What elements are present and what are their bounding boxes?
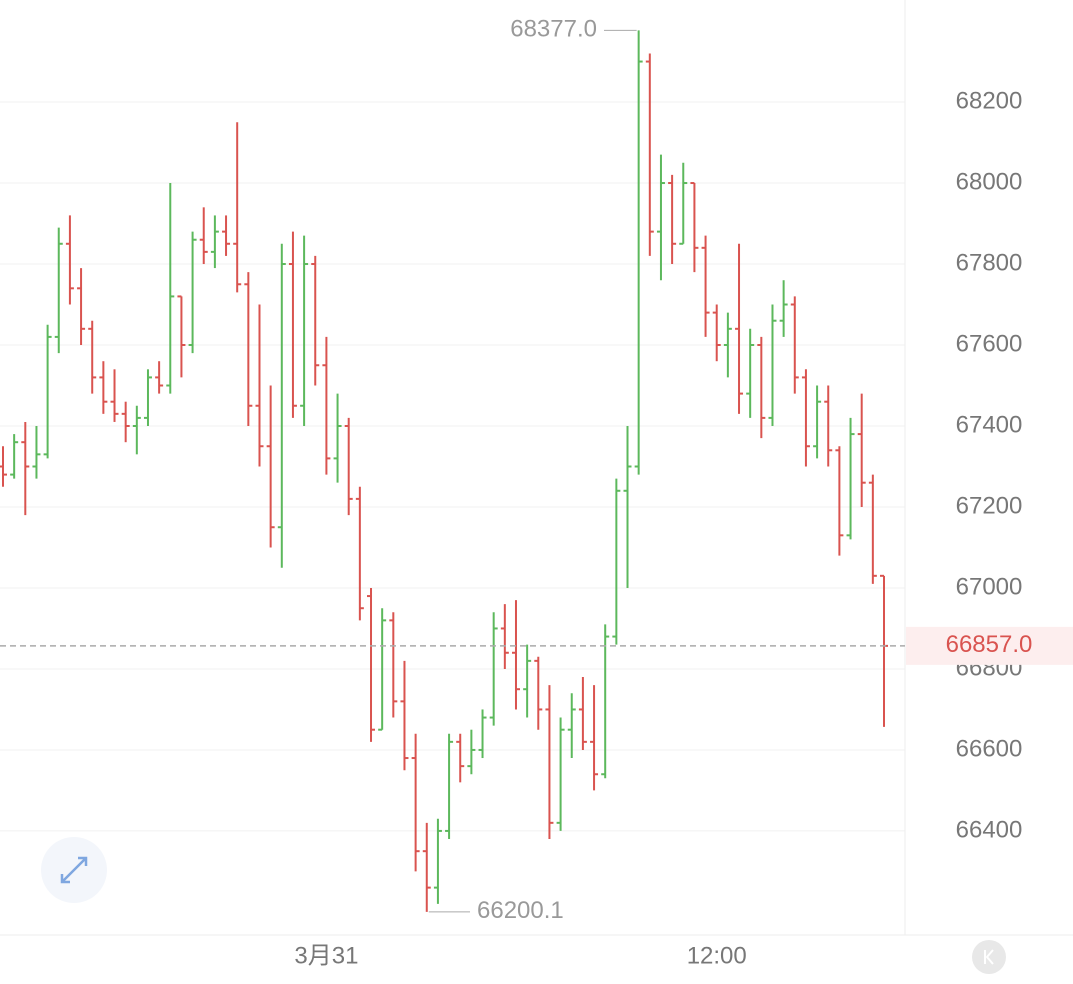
expand-icon [60,856,88,884]
scroll-bg[interactable] [972,940,1006,974]
y-tick-label: 66400 [956,816,1023,843]
min-label: 66200.1 [477,897,564,924]
y-tick-label: 67600 [956,330,1023,357]
y-tick-label: 67800 [956,249,1023,276]
last-price-bg [906,626,1073,665]
last-price-label: 66857.0 [946,631,1033,658]
x-tick-label: 12:00 [687,942,747,969]
expand-button[interactable] [41,837,107,903]
y-tick-label: 67400 [956,411,1023,438]
max-label: 68377.0 [510,16,597,43]
x-tick-label: 3月31 [294,942,358,969]
y-tick-label: 66600 [956,735,1023,762]
scroll-latest-button[interactable] [972,940,1006,974]
y-tick-label: 68200 [956,87,1023,114]
y-tick-label: 67200 [956,492,1023,519]
y-tick-label: 67000 [956,573,1023,600]
y-tick-label: 68000 [956,168,1023,195]
scroll-icon [984,949,994,965]
